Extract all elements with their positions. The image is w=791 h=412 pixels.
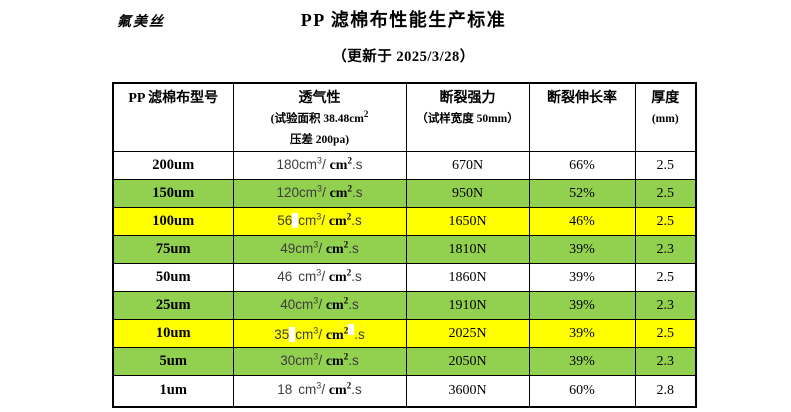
header-elongation-label: 断裂伸长率 (547, 91, 617, 106)
thickness-cell: 2.5 (634, 263, 697, 292)
model-cell: 25um (112, 291, 234, 320)
thickness-cell: 2.3 (634, 235, 697, 264)
strength-cell: 670N (405, 151, 530, 180)
thickness-cell: 2.8 (634, 375, 697, 407)
model-cell: 150um (112, 179, 234, 208)
thickness-cell: 2.5 (634, 207, 697, 236)
model-cell: 50um (112, 263, 234, 292)
permeability-cell: 46 cm3/ cm2.s (232, 263, 407, 292)
strength-cell: 1650N (405, 207, 530, 236)
strength-cell: 2025N (405, 319, 530, 348)
thickness-cell: 2.5 (634, 319, 697, 348)
model-cell: 75um (112, 235, 234, 264)
permeability-cell: 40cm3/ cm2.s (232, 291, 407, 320)
header-model-label: PP 滤棉布型号 (128, 91, 219, 106)
elongation-cell: 66% (528, 151, 636, 180)
header-elongation: 断裂伸长率 (528, 82, 636, 152)
strength-cell: 2050N (405, 347, 530, 376)
model-cell: 100um (112, 207, 234, 236)
model-cell: 1um (112, 375, 234, 407)
permeability-cell: 30cm3/ cm2.s (232, 347, 407, 376)
permeability-cell: 180cm3/ cm2.s (232, 151, 407, 180)
model-cell: 5um (112, 347, 234, 376)
table-row: 1um 18 cm3/ cm2.s 3600N 60% 2.8 (112, 375, 697, 407)
header-permeability: 透气性 (试验面积 38.48cm2 压差 200pa) (232, 82, 407, 152)
header-permeability-sub1: (试验面积 38.48cm2 (270, 109, 369, 126)
strength-cell: 1910N (405, 291, 530, 320)
model-cell: 200um (112, 151, 234, 180)
header-thickness: 厚度 (mm) (634, 82, 697, 152)
table-row: 5um 30cm3/ cm2.s 2050N 39% 2.3 (112, 347, 697, 376)
header-thickness-sub: (mm) (651, 113, 679, 126)
permeability-cell: 35 cm3/ cm2 .s (232, 319, 407, 348)
page-subtitle: （更新于 2025/3/28） (332, 49, 475, 65)
thickness-cell: 2.5 (634, 151, 697, 180)
header-strength-sub: （试样宽度 50mm） (416, 113, 519, 126)
elongation-cell: 39% (528, 291, 636, 320)
header-model: PP 滤棉布型号 (112, 82, 234, 152)
elongation-cell: 39% (528, 319, 636, 348)
thickness-cell: 2.3 (634, 347, 697, 376)
permeability-cell: 120cm3/ cm2.s (232, 179, 407, 208)
table-row: 75um 49cm3/ cm2.s 1810N 39% 2.3 (112, 235, 697, 264)
header-permeability-title: 透气性 (298, 91, 341, 106)
table-row: 50um 46 cm3/ cm2.s 1860N 39% 2.5 (112, 263, 697, 292)
table-row: 150um 120cm3/ cm2.s 950N 52% 2.5 (112, 179, 697, 208)
brand-name: 氟美丝 (117, 15, 165, 30)
thickness-cell: 2.3 (634, 291, 697, 320)
elongation-cell: 46% (528, 207, 636, 236)
elongation-cell: 52% (528, 179, 636, 208)
strength-cell: 1810N (405, 235, 530, 264)
permeability-cell: 18 cm3/ cm2.s (232, 375, 407, 407)
page-title: PP 滤棉布性能生产标准 (300, 10, 507, 30)
permeability-cell: 56 cm3/ cm2.s (232, 207, 407, 236)
elongation-cell: 39% (528, 263, 636, 292)
table-row: 10um 35 cm3/ cm2 .s 2025N 39% 2.5 (112, 319, 697, 348)
table-row: 200um 180cm3/ cm2.s 670N 66% 2.5 (112, 151, 697, 180)
table-row: 25um 40cm3/ cm2.s 1910N 39% 2.3 (112, 291, 697, 320)
strength-cell: 3600N (405, 375, 530, 407)
header-row: PP 滤棉布型号 透气性 (试验面积 38.48cm2 压差 200pa) 断裂… (112, 82, 697, 152)
elongation-cell: 39% (528, 347, 636, 376)
header-thickness-title: 厚度 (651, 91, 680, 106)
permeability-cell: 49cm3/ cm2.s (232, 235, 407, 264)
title-block: PP 滤棉布性能生产标准 （更新于 2025/3/28） (112, 6, 695, 66)
strength-cell: 1860N (405, 263, 530, 292)
header-strength: 断裂强力 （试样宽度 50mm） (405, 82, 530, 152)
header-permeability-sub2: 压差 200pa) (289, 133, 350, 146)
strength-cell: 950N (405, 179, 530, 208)
model-cell: 10um (112, 319, 234, 348)
elongation-cell: 60% (528, 375, 636, 407)
header-strength-title: 断裂强力 (439, 91, 496, 106)
thickness-cell: 2.5 (634, 179, 697, 208)
table-row: 100um 56 cm3/ cm2.s 1650N 46% 2.5 (112, 207, 697, 236)
spec-table: PP 滤棉布型号 透气性 (试验面积 38.48cm2 压差 200pa) 断裂… (112, 82, 697, 408)
elongation-cell: 39% (528, 235, 636, 264)
